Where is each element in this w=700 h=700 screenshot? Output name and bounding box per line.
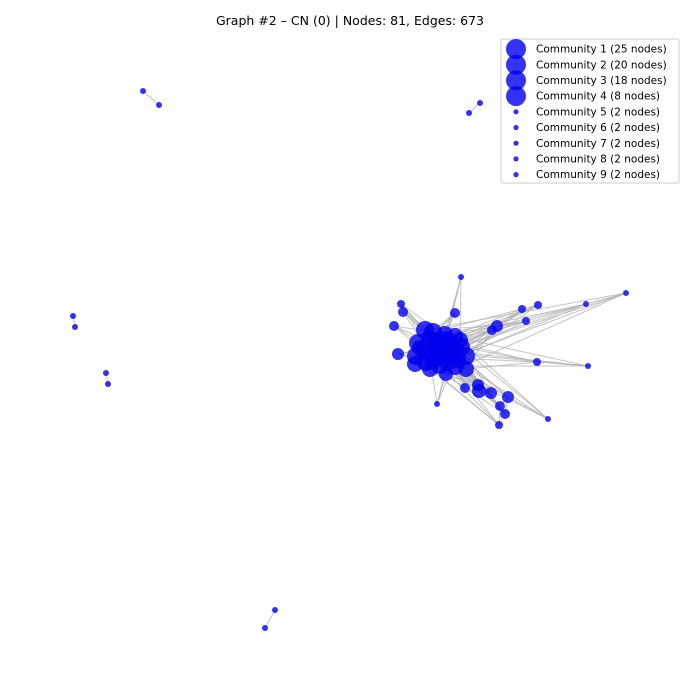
graph-node [500, 409, 510, 419]
graph-node [103, 370, 109, 376]
graph-edge [447, 292, 627, 361]
graph-nodes [70, 88, 629, 631]
graph-edge [424, 292, 627, 331]
legend-marker [513, 140, 519, 146]
legend-label: Community 9 (2 nodes) [536, 169, 660, 181]
graph-node [518, 305, 526, 313]
graph-node [450, 308, 460, 318]
graph-node [533, 358, 541, 366]
graph-node [450, 352, 466, 368]
graph-node [435, 331, 453, 349]
graph-node [495, 421, 503, 429]
graph-edge [444, 303, 587, 335]
graph-node [583, 301, 589, 307]
graph-node [407, 356, 423, 372]
graph-node [495, 401, 505, 411]
legend-marker [513, 172, 519, 178]
graph-edge [496, 303, 587, 327]
graph-edge [507, 396, 549, 420]
graph-node [398, 307, 408, 317]
graph-edge [445, 292, 627, 375]
graph-node [421, 330, 437, 346]
graph-edge [459, 339, 549, 420]
graph-node [545, 416, 551, 422]
legend-label: Community 5 (2 nodes) [536, 106, 660, 118]
graph-edge [459, 276, 462, 341]
graph-node [502, 391, 514, 403]
graph-node [397, 300, 405, 308]
graph-node [485, 387, 497, 399]
legend-marker [513, 124, 519, 131]
legend-marker [506, 86, 526, 107]
graph-node [389, 321, 399, 331]
graph-node [70, 313, 76, 319]
graph-node [458, 274, 464, 280]
legend-frame [500, 38, 680, 184]
graph-edge [536, 361, 589, 367]
graph-node [72, 324, 78, 330]
legend-marker [506, 39, 526, 59]
graph-node [623, 290, 629, 296]
graph-node [585, 363, 591, 369]
graph-node [140, 88, 146, 94]
graph-edge [264, 609, 276, 629]
legend-label: Community 2 (20 nodes) [536, 59, 667, 71]
graph-edge [460, 292, 627, 348]
legend: Community 1 (25 nodes) Community 2 (20 no… [500, 38, 680, 184]
graph-edge [142, 90, 160, 106]
graph-node [272, 607, 278, 613]
graph-node [472, 384, 486, 398]
legend-marker [506, 70, 526, 91]
legend-label: Community 6 (2 nodes) [536, 122, 660, 134]
graph-node [452, 332, 468, 348]
legend-label: Community 4 (8 nodes) [536, 91, 660, 103]
legend-label: Community 1 (25 nodes) [536, 44, 667, 56]
legend-marker [513, 156, 519, 162]
legend-marker [513, 109, 519, 115]
legend-label: Community 3 (18 nodes) [536, 75, 667, 87]
graph-node [434, 401, 440, 407]
legend-marker [506, 54, 526, 75]
legend-label: Community 8 (2 nodes) [536, 154, 660, 166]
graph-node [487, 325, 497, 335]
graph-edge [585, 292, 627, 305]
graph-node [466, 110, 472, 116]
graph-node [156, 102, 162, 108]
graph-node [439, 367, 453, 381]
graph-node [427, 352, 443, 368]
graph-node [522, 317, 530, 325]
graph-node [262, 625, 268, 631]
graph-node [477, 100, 483, 106]
graph-node [534, 301, 542, 309]
graph-node [460, 383, 470, 393]
legend-label: Community 7 (2 nodes) [536, 138, 660, 150]
graph-node [392, 348, 404, 360]
graph-title: Graph #2 – CN (0) | Nodes: 81, Edges: 67… [216, 13, 484, 28]
graph-node [105, 381, 111, 387]
